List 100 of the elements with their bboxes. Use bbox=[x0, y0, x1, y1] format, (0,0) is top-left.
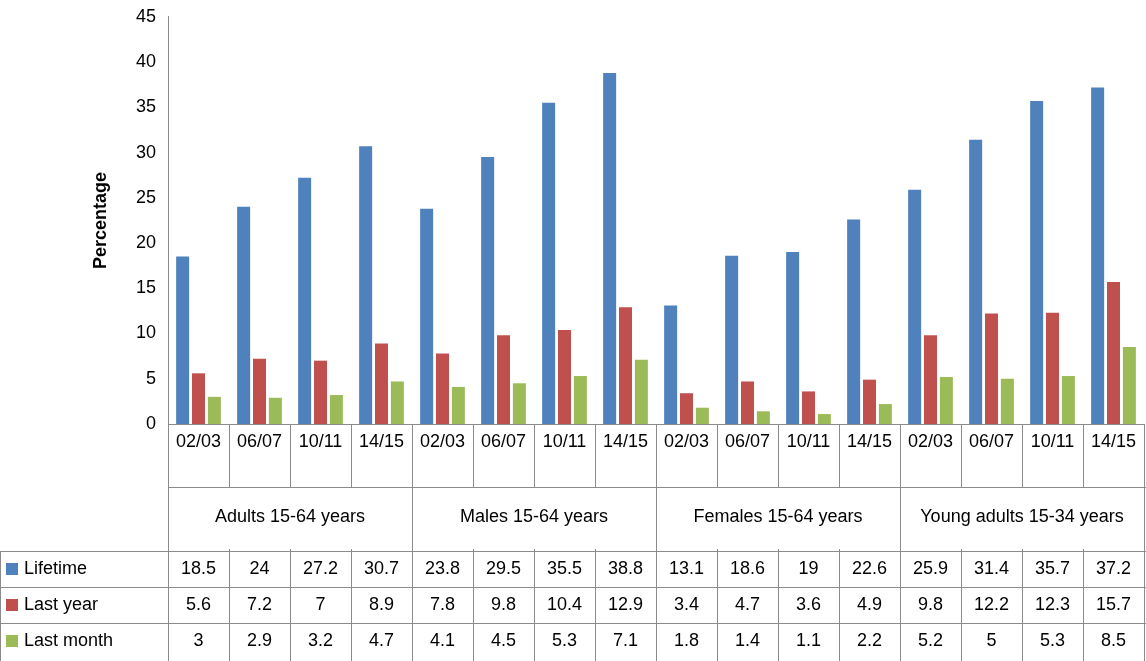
bar bbox=[817, 414, 831, 424]
bar bbox=[1091, 87, 1105, 424]
bar bbox=[542, 102, 556, 424]
data-label: 13.1 bbox=[668, 557, 705, 578]
x-tick-label: 14/15 bbox=[602, 430, 649, 451]
bar bbox=[1030, 100, 1044, 424]
text: Adults 15-64 years bbox=[214, 505, 366, 526]
x-tick-label: 10/11 bbox=[786, 430, 831, 451]
data-label: 5.3 bbox=[551, 629, 578, 650]
data-label: 1.4 bbox=[734, 629, 761, 650]
bar bbox=[390, 381, 404, 424]
x-tick-label: 14/15 bbox=[846, 430, 893, 451]
data-label: 24 bbox=[249, 557, 270, 578]
legend-label: Last year bbox=[24, 593, 99, 614]
x-tick-label: 02/03 bbox=[907, 430, 954, 451]
data-label: 22.6 bbox=[851, 557, 888, 578]
data-label: 9.8 bbox=[490, 593, 517, 614]
bar bbox=[619, 307, 632, 424]
bar bbox=[786, 252, 800, 424]
data-label: 8.5 bbox=[1100, 629, 1127, 650]
bar bbox=[237, 206, 251, 424]
bar bbox=[741, 381, 754, 424]
bar bbox=[1000, 378, 1014, 424]
data-label: 8.9 bbox=[368, 593, 395, 614]
bar bbox=[725, 255, 739, 424]
bar bbox=[664, 305, 678, 424]
bar bbox=[329, 395, 343, 424]
y-tick-label: 35 bbox=[135, 96, 156, 117]
bar bbox=[436, 353, 449, 424]
data-label: 5.3 bbox=[1039, 629, 1066, 650]
bar bbox=[756, 411, 770, 424]
data-label: 7.2 bbox=[246, 593, 273, 614]
x-tick-label: 02/03 bbox=[175, 430, 222, 451]
data-label: 5.6 bbox=[185, 593, 212, 614]
y-tick-label: 15 bbox=[135, 277, 156, 298]
x-tick-label: 14/15 bbox=[1090, 430, 1137, 451]
bar bbox=[481, 157, 495, 424]
bar bbox=[375, 343, 388, 424]
data-label: 12.3 bbox=[1034, 593, 1071, 614]
text: Males 15-64 years bbox=[459, 505, 609, 526]
x-tick-label: 06/07 bbox=[968, 430, 1015, 451]
data-label: 5.2 bbox=[917, 629, 944, 650]
bar bbox=[176, 256, 190, 424]
bar bbox=[1107, 281, 1120, 424]
bar bbox=[802, 391, 815, 424]
bar bbox=[1061, 376, 1075, 424]
data-label: 4.7 bbox=[368, 629, 395, 650]
text: Females 15-64 years bbox=[693, 505, 863, 526]
data-label: 4.9 bbox=[856, 593, 883, 614]
data-label: 18.6 bbox=[729, 557, 766, 578]
y-tick-label: 25 bbox=[135, 186, 156, 207]
data-label: 7.8 bbox=[429, 593, 456, 614]
bar bbox=[969, 139, 983, 424]
bar bbox=[863, 379, 876, 424]
x-tick-label: 10/11 bbox=[542, 430, 587, 451]
data-label: 3.4 bbox=[673, 593, 700, 614]
bar bbox=[314, 360, 327, 424]
bar bbox=[420, 208, 434, 424]
x-tick-label: 10/11 bbox=[298, 430, 343, 451]
y-tick-label: 20 bbox=[135, 231, 156, 252]
bar bbox=[634, 359, 648, 424]
bar bbox=[924, 335, 937, 424]
data-label: 18.5 bbox=[180, 557, 217, 578]
bar bbox=[207, 396, 221, 424]
data-label: 30.7 bbox=[363, 557, 400, 578]
data-label: 2.2 bbox=[856, 629, 883, 650]
bar bbox=[1046, 312, 1059, 424]
y-axis-title: Percentage bbox=[89, 171, 110, 269]
data-label: 1.1 bbox=[795, 629, 822, 650]
x-tick-label: 06/07 bbox=[724, 430, 771, 451]
x-tick-label: 14/15 bbox=[358, 430, 405, 451]
data-label: 1.8 bbox=[673, 629, 700, 650]
data-label: 3.2 bbox=[307, 629, 334, 650]
data-label: 4.5 bbox=[490, 629, 517, 650]
data-label: 12.2 bbox=[973, 593, 1010, 614]
y-tick-label: 45 bbox=[135, 5, 156, 26]
data-label: 12.9 bbox=[607, 593, 644, 614]
data-label: 37.2 bbox=[1095, 557, 1132, 578]
bar bbox=[680, 393, 693, 424]
bar bbox=[451, 386, 465, 424]
bar bbox=[497, 335, 510, 424]
x-tick-label: 06/07 bbox=[236, 430, 283, 451]
y-tick-label: 5 bbox=[145, 367, 156, 388]
bar bbox=[1122, 347, 1136, 424]
data-label: 4.1 bbox=[429, 629, 456, 650]
bar bbox=[695, 407, 709, 424]
bar bbox=[512, 383, 526, 424]
y-tick-label: 0 bbox=[145, 412, 156, 433]
data-label: 7.1 bbox=[612, 629, 639, 650]
data-label: 3 bbox=[193, 629, 204, 650]
data-label: 23.8 bbox=[424, 557, 461, 578]
bar bbox=[268, 397, 282, 424]
data-label: 2.9 bbox=[246, 629, 273, 650]
data-label: 5 bbox=[986, 629, 997, 650]
bar bbox=[985, 313, 998, 424]
data-label: 38.8 bbox=[607, 557, 644, 578]
bar bbox=[878, 404, 892, 424]
bar bbox=[573, 376, 587, 424]
bar bbox=[253, 358, 266, 424]
legend-label: Last month bbox=[24, 629, 114, 650]
